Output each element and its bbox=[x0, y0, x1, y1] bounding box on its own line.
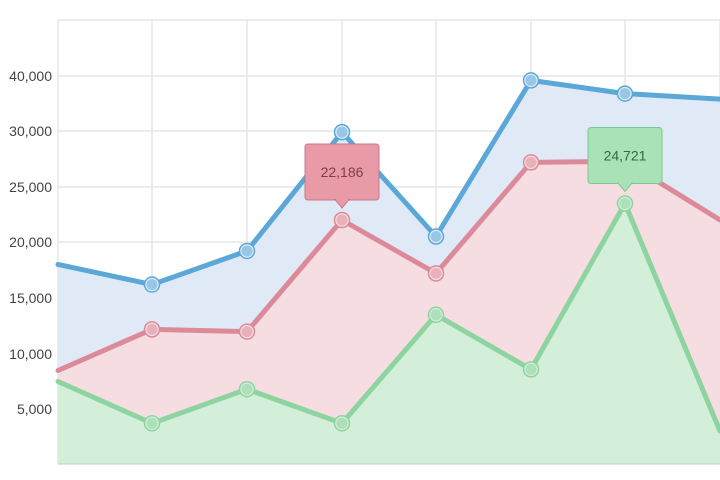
series-2-point-core bbox=[525, 156, 537, 168]
series-1-line bbox=[55, 77, 720, 288]
tooltip-pointer-mask bbox=[336, 198, 348, 201]
tooltip-pointer-mask bbox=[619, 181, 631, 184]
series-3-point-core bbox=[430, 309, 442, 321]
y-axis: 5,000 10,000 15,000 20,000 25,000 30,000 40,00… bbox=[9, 68, 52, 417]
series-1-point-core bbox=[146, 279, 158, 291]
tooltip: 22,186 bbox=[304, 143, 380, 209]
series-3-point-core bbox=[525, 363, 537, 375]
y-tick-label: 15,000 bbox=[9, 290, 52, 306]
series-3-point-core bbox=[146, 417, 158, 429]
series-1-point-core bbox=[241, 245, 253, 257]
series-1-point-core bbox=[430, 231, 442, 242]
series-1-point-core bbox=[525, 74, 537, 86]
tooltip: 24,721 bbox=[587, 127, 663, 193]
series-2-point-core bbox=[146, 323, 158, 335]
series-2-point-core bbox=[336, 214, 348, 226]
y-tick-label: 10,000 bbox=[9, 346, 52, 362]
y-tick-label: 5,000 bbox=[17, 401, 52, 417]
series-1-point-core bbox=[619, 88, 631, 100]
y-tick-label: 30,000 bbox=[9, 123, 52, 139]
tooltip-value: 22,186 bbox=[321, 164, 364, 180]
series-3-point-core bbox=[619, 198, 631, 209]
tooltips: 22,186 24,721 bbox=[304, 127, 663, 209]
series-3-point-core bbox=[241, 383, 253, 395]
y-tick-label: 40,000 bbox=[9, 68, 52, 84]
tooltip-value: 24,721 bbox=[604, 148, 647, 164]
y-tick-label: 25,000 bbox=[9, 179, 52, 195]
series-points bbox=[143, 72, 634, 432]
series-3-line bbox=[55, 201, 720, 434]
series-1-point-core bbox=[336, 126, 348, 138]
series-3-point-core bbox=[336, 417, 348, 429]
series-2-point-core bbox=[241, 326, 253, 338]
series-2-point-core bbox=[430, 267, 442, 279]
y-tick-label: 20,000 bbox=[9, 234, 52, 250]
